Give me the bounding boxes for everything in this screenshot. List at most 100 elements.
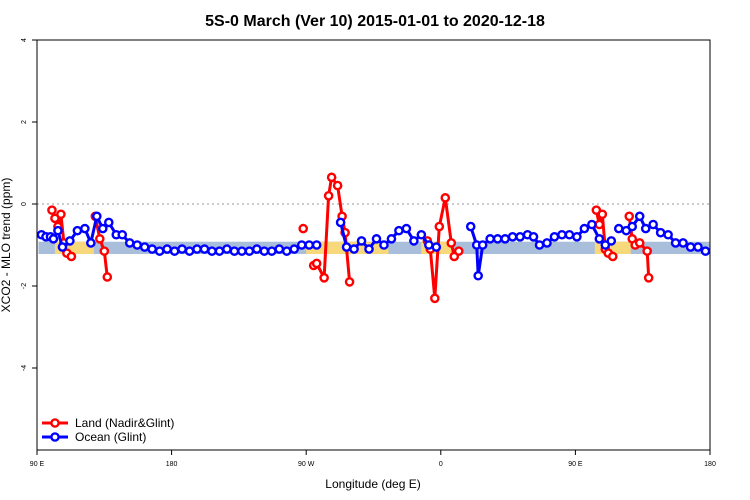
data-point [485, 234, 495, 244]
data-point [431, 242, 442, 252]
y-tick-label: 4 [21, 38, 28, 42]
data-point [564, 229, 575, 240]
data-point [364, 244, 374, 254]
data-point [409, 236, 419, 246]
data-point [274, 244, 285, 254]
data-point [48, 234, 59, 244]
data-point [117, 229, 128, 240]
data-point [296, 240, 307, 250]
data-point [132, 240, 143, 250]
data-point [594, 219, 605, 230]
data-point [597, 209, 608, 220]
data-point [643, 272, 654, 283]
data-point [192, 244, 202, 254]
data-point [289, 244, 300, 254]
data-point [222, 244, 232, 254]
data-point [199, 244, 210, 254]
data-point [606, 236, 617, 246]
legend-marker [50, 432, 60, 442]
data-point [184, 246, 195, 256]
y-axis: 4 2 0 -2 -4 [21, 38, 37, 371]
data-point [579, 223, 590, 234]
data-point [473, 270, 483, 281]
data-point [534, 240, 545, 250]
x-axis: 90 E 180 90 W 0 90 E 180 [30, 450, 716, 468]
data-point [371, 234, 382, 244]
data-point [670, 238, 681, 248]
data-point [335, 217, 346, 228]
data-point [332, 180, 343, 191]
data-point [326, 172, 337, 183]
legend-marker [50, 418, 60, 428]
x-tick-label: 90 E [568, 461, 583, 468]
legend-label: Ocean (Glint) [75, 430, 146, 444]
data-point [416, 229, 427, 240]
data-point [528, 231, 539, 242]
y-tick-label: -2 [21, 283, 28, 289]
data-point [139, 242, 150, 252]
data-point [341, 242, 352, 252]
data-point [515, 231, 525, 242]
data-point [379, 240, 389, 250]
data-point [685, 242, 696, 252]
x-tick-label: 90 E [30, 461, 45, 468]
data-point [549, 231, 560, 242]
data-point [207, 246, 217, 256]
y-axis-label: XCO2 - MLO trend (ppm) [0, 178, 13, 313]
x-tick-label: 180 [704, 461, 716, 468]
data-point [252, 244, 262, 254]
data-point [66, 251, 77, 262]
data-point [640, 223, 651, 234]
data-point [507, 231, 518, 242]
data-point [259, 246, 270, 256]
data-point [394, 225, 404, 236]
y-tick-label: 0 [21, 202, 28, 206]
y-tick-label: 2 [21, 120, 28, 124]
data-point [542, 238, 552, 248]
data-point [177, 244, 187, 254]
data-point [500, 234, 510, 244]
data-point [281, 246, 292, 256]
data-point [56, 209, 66, 220]
data-point [624, 211, 635, 222]
data-point [607, 251, 618, 262]
y-tick-label: -4 [21, 365, 28, 371]
x-axis-label: Longitude (deg E) [325, 477, 420, 491]
data-point [99, 246, 110, 256]
series-line [93, 216, 109, 278]
data-point [477, 240, 488, 250]
data-point [440, 193, 451, 203]
x-tick-label: 0 [439, 461, 443, 468]
data-point [655, 227, 666, 238]
x-tick-label: 90 W [298, 461, 315, 468]
data-point [319, 272, 329, 283]
data-point [386, 234, 397, 244]
data-point [693, 242, 703, 252]
data-point [453, 246, 464, 256]
legend: Land (Nadir&Glint)Ocean (Glint) [42, 416, 174, 444]
data-point [80, 223, 90, 234]
data-point [65, 236, 75, 246]
data-point [311, 240, 322, 250]
data-point [344, 277, 355, 287]
data-point [424, 240, 434, 250]
data-point [446, 238, 457, 248]
data-point [95, 234, 105, 244]
data-point [298, 223, 309, 234]
data-point [147, 244, 157, 254]
data-point [634, 238, 645, 248]
data-point [613, 223, 624, 234]
data-point [47, 205, 57, 215]
series-ocean [36, 211, 711, 281]
legend-label: Land (Nadir&Glint) [75, 416, 174, 430]
data-point [492, 234, 503, 244]
data-point [700, 246, 711, 256]
series-layer [36, 172, 711, 304]
data-point [214, 246, 225, 256]
data-point [430, 293, 440, 304]
data-point [304, 240, 314, 250]
data-point [86, 238, 96, 248]
data-point [267, 246, 277, 256]
data-point [92, 211, 102, 222]
data-point [124, 238, 135, 248]
